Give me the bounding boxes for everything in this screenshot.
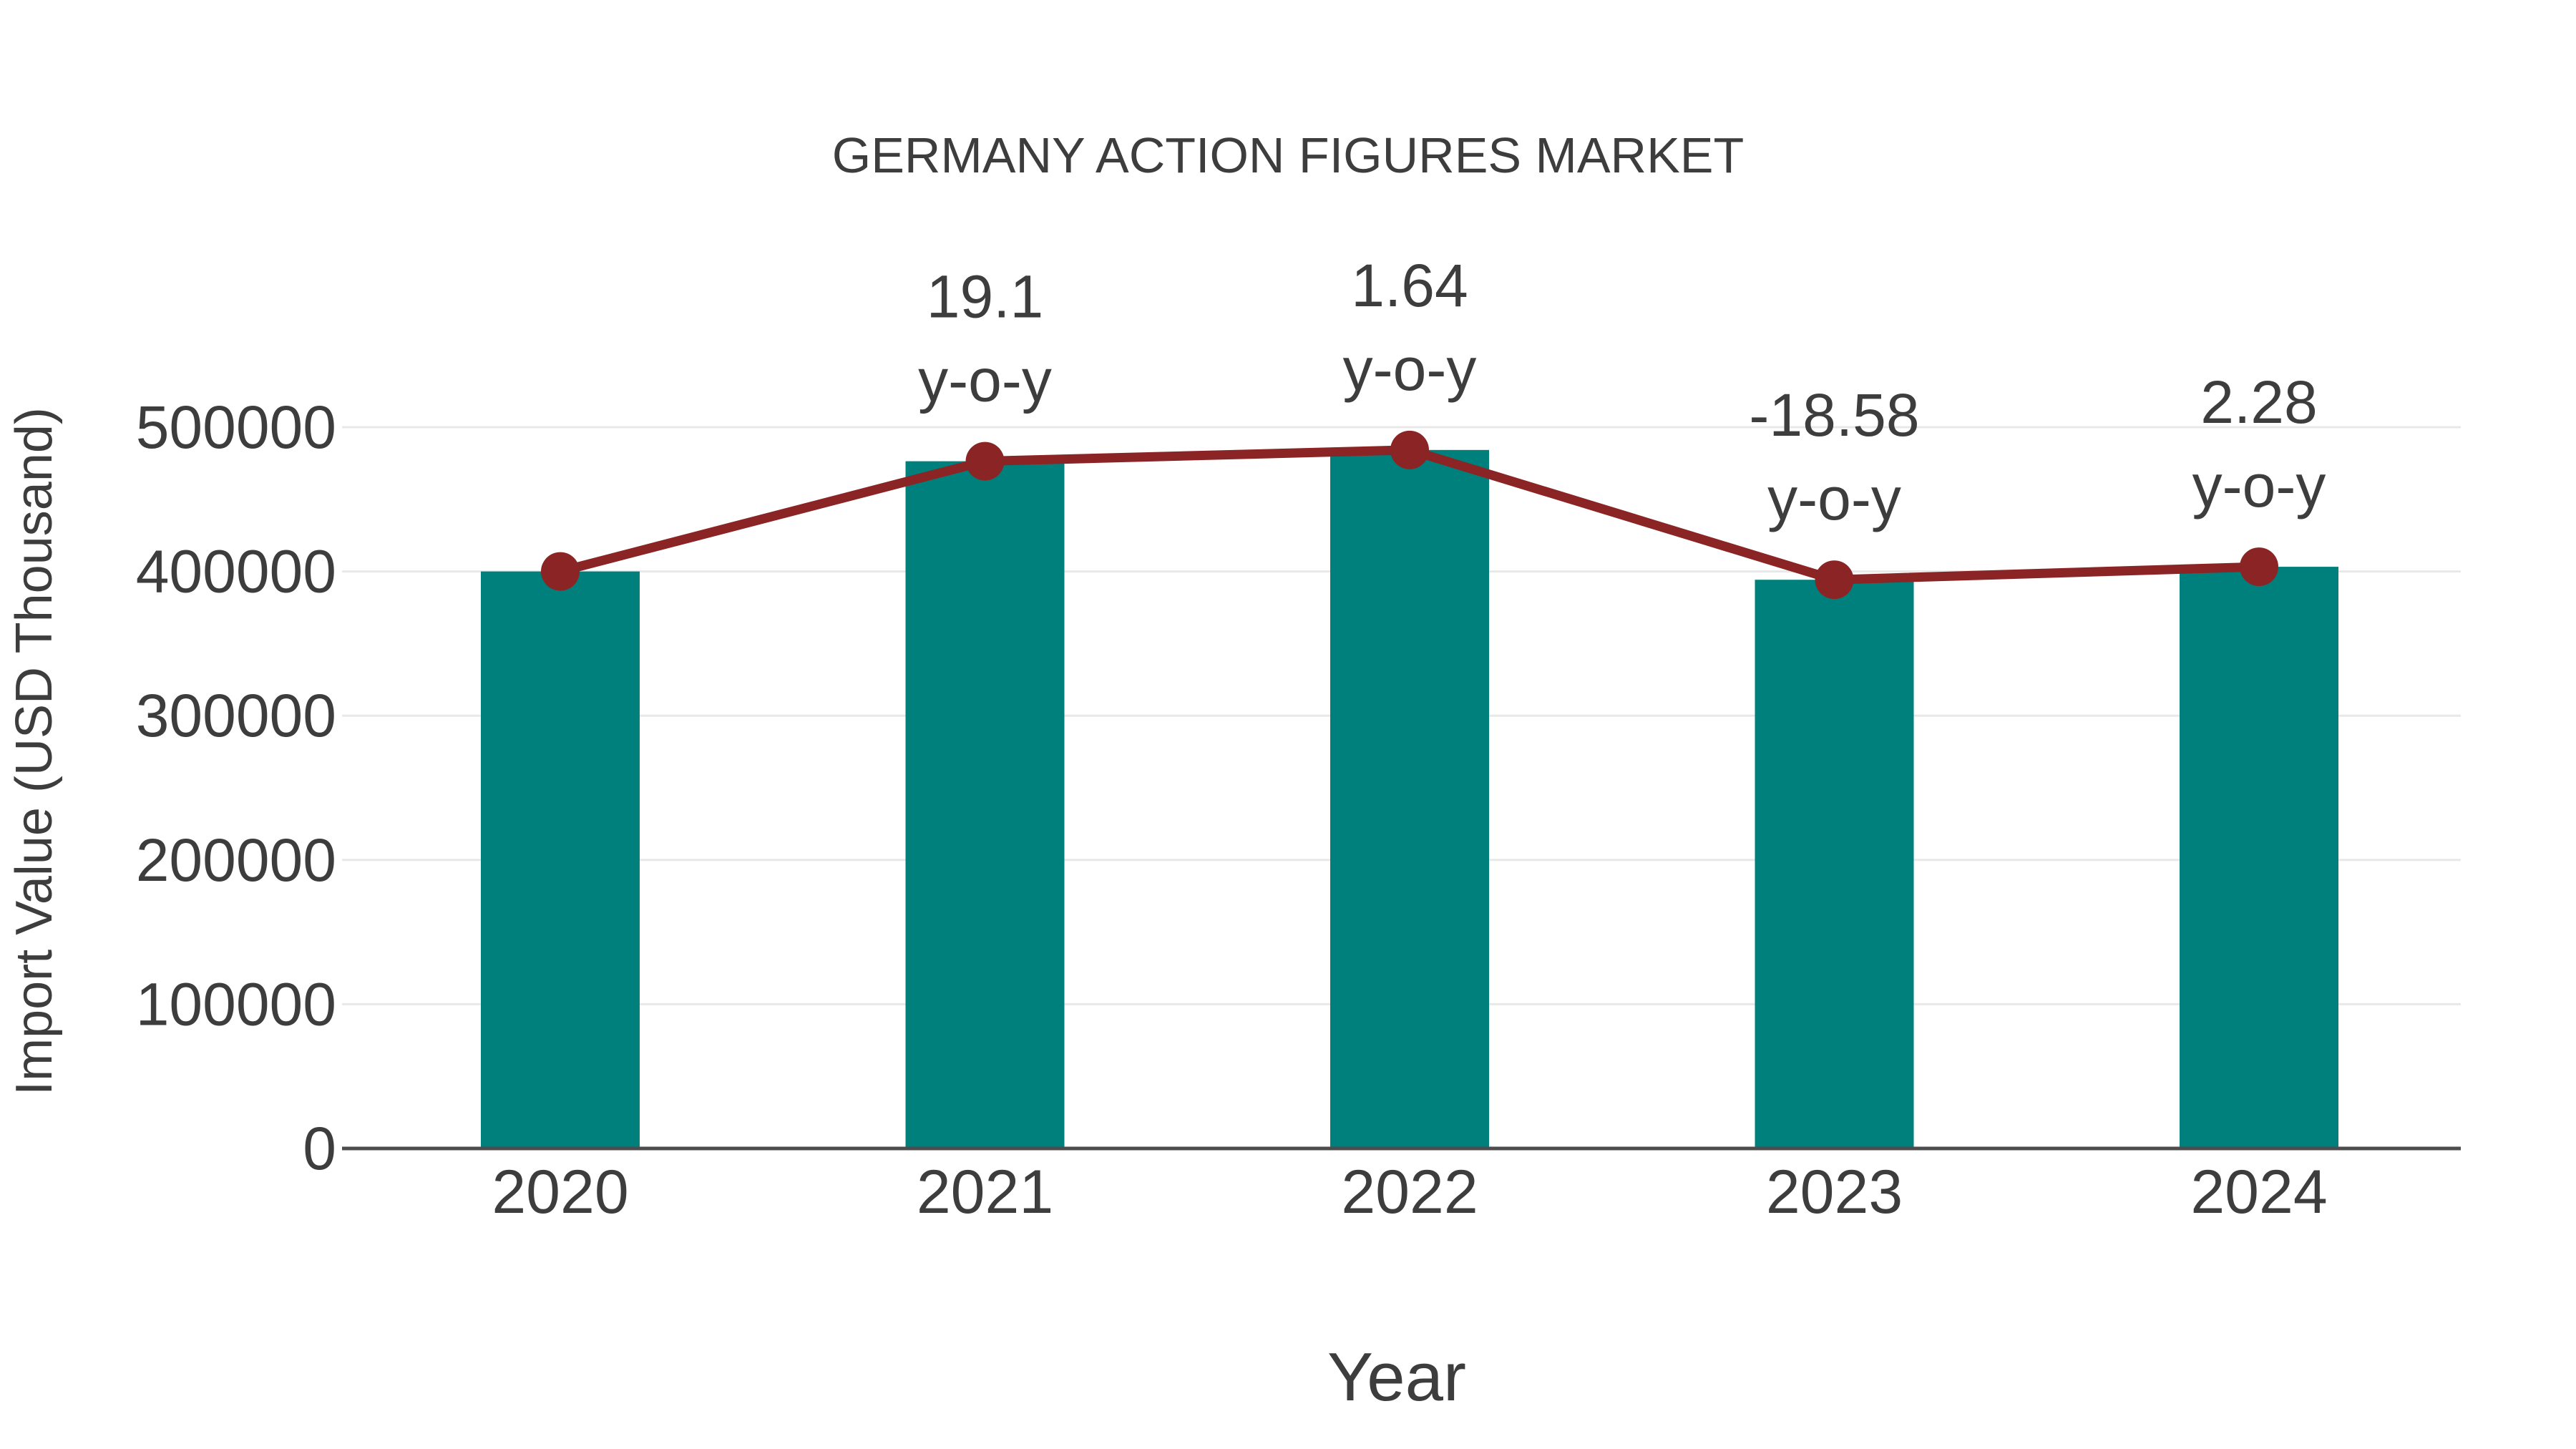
line-marker-2023 — [1815, 560, 1854, 600]
annotation-2022-value: 1.64 — [1351, 252, 1468, 319]
annotation-2021-label: y-o-y — [918, 347, 1052, 414]
chart-title: GERMANY ACTION FIGURES MARKET — [831, 127, 1745, 183]
x-axis-title: Year — [1327, 1339, 1466, 1415]
y-tick-label-100000: 100000 — [136, 970, 336, 1038]
annotation-2023-value: -18.58 — [1749, 381, 1919, 449]
annotation-2024-value: 2.28 — [2200, 369, 2318, 436]
y-tick-label-300000: 300000 — [136, 682, 336, 749]
x-tick-label-2023: 2023 — [1766, 1158, 1903, 1226]
y-tick-label-400000: 400000 — [136, 538, 336, 605]
bar-2020 — [481, 571, 640, 1148]
bar-2022 — [1330, 449, 1489, 1148]
line-marker-2020 — [541, 552, 580, 591]
x-tick-label-2020: 2020 — [492, 1158, 628, 1226]
y-tick-label-500000: 500000 — [136, 394, 336, 461]
bar-2024 — [2180, 567, 2338, 1148]
x-tick-label-2021: 2021 — [917, 1158, 1053, 1226]
annotation-2022-label: y-o-y — [1343, 336, 1477, 403]
annotation-2023-label: y-o-y — [1767, 465, 1901, 532]
x-tick-label-2022: 2022 — [1341, 1158, 1478, 1226]
y-axis-title: Import Value (USD Thousand) — [6, 407, 63, 1096]
line-marker-2022 — [1390, 430, 1429, 469]
y-tick-label-200000: 200000 — [136, 826, 336, 894]
bar-2021 — [905, 461, 1065, 1148]
annotation-2024-label: y-o-y — [2192, 452, 2326, 519]
line-marker-2021 — [965, 441, 1005, 481]
bar-2023 — [1755, 580, 1914, 1148]
y-tick-label-0: 0 — [303, 1115, 336, 1182]
annotation-2021-value: 19.1 — [927, 263, 1044, 331]
line-marker-2024 — [2240, 547, 2278, 587]
x-tick-label-2024: 2024 — [2190, 1158, 2327, 1226]
